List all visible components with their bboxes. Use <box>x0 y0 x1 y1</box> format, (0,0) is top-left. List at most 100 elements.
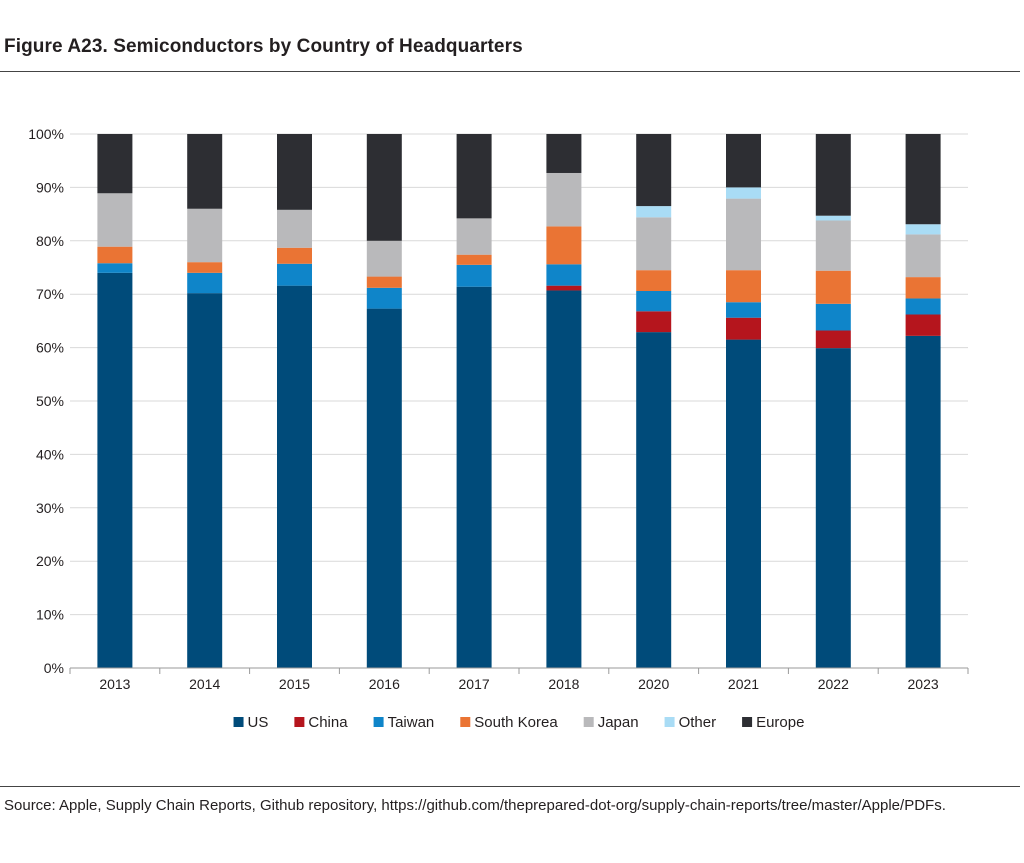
legend-label: US <box>248 714 269 731</box>
bar-stack-2018 <box>546 134 582 668</box>
bar-europe-2023 <box>905 134 941 225</box>
x-tick-label: 2017 <box>459 676 490 692</box>
bar-other-2021 <box>726 187 761 199</box>
bar-us-2020 <box>636 332 672 668</box>
bar-taiwan-2013 <box>97 263 133 273</box>
bar-south-korea-2022 <box>815 270 851 304</box>
bar-south-korea-2023 <box>905 277 941 299</box>
bar-china-2021 <box>726 317 761 340</box>
bar-us-2021 <box>726 339 761 668</box>
bar-japan-2015 <box>277 209 312 248</box>
y-tick-label: 40% <box>36 446 64 462</box>
bar-stack-2013 <box>97 134 133 668</box>
bar-us-2014 <box>187 293 223 668</box>
bar-south-korea-2017 <box>456 254 492 265</box>
bar-europe-2016 <box>366 134 402 241</box>
bar-china-2023 <box>905 314 941 336</box>
bar-taiwan-2022 <box>815 303 851 331</box>
legend-item-south-korea: South Korea <box>460 714 558 731</box>
bar-europe-2015 <box>277 134 312 210</box>
bar-us-2017 <box>456 286 492 668</box>
y-tick-label: 20% <box>36 553 64 569</box>
bar-south-korea-2016 <box>366 276 402 288</box>
bar-south-korea-2013 <box>97 246 133 264</box>
x-tick-label: 2021 <box>728 676 759 692</box>
x-tick-label: 2013 <box>99 676 130 692</box>
bar-south-korea-2018 <box>546 226 582 265</box>
bar-japan-2018 <box>546 172 582 227</box>
bar-stack-2021 <box>726 134 761 668</box>
bar-europe-2022 <box>815 134 851 216</box>
y-tick-label: 90% <box>36 179 64 195</box>
legend-item-europe: Europe <box>742 714 804 731</box>
bar-japan-2016 <box>366 240 402 277</box>
bar-stack-2014 <box>187 134 223 668</box>
legend-label: Other <box>679 714 717 731</box>
legend-label: South Korea <box>474 714 558 731</box>
y-tick-label: 30% <box>36 500 64 516</box>
bar-europe-2020 <box>636 134 672 207</box>
bar-stack-2022 <box>815 134 851 668</box>
bar-europe-2013 <box>97 134 133 194</box>
legend-swatch <box>460 717 471 727</box>
bar-stack-2016 <box>366 134 402 668</box>
bar-japan-2020 <box>636 217 672 271</box>
bar-taiwan-2015 <box>277 263 312 286</box>
legend-label: Japan <box>598 714 639 731</box>
y-axis-ticks: 0% 10% 20% 30% 40% 50% 60% 70% 80% 90% 100% <box>28 126 64 676</box>
bar-japan-2013 <box>97 193 133 247</box>
bar-south-korea-2014 <box>187 262 223 273</box>
bars <box>97 134 941 668</box>
bar-other-2023 <box>905 224 941 235</box>
legend-swatch <box>294 717 305 727</box>
bar-stack-2015 <box>277 134 312 668</box>
y-tick-label: 100% <box>28 126 64 142</box>
bar-south-korea-2015 <box>277 247 312 264</box>
x-tick-label: 2018 <box>548 676 579 692</box>
x-tick-label: 2020 <box>638 676 669 692</box>
bar-other-2022 <box>815 215 851 221</box>
bar-china-2018 <box>546 285 582 291</box>
legend-swatch <box>583 717 594 727</box>
legend-item-taiwan: Taiwan <box>373 714 435 731</box>
y-tick-label: 50% <box>36 393 64 409</box>
bar-taiwan-2016 <box>366 287 402 309</box>
bar-us-2013 <box>97 272 133 668</box>
legend-label: Taiwan <box>388 714 435 731</box>
x-tick-label: 2014 <box>189 676 220 692</box>
bar-stack-2023 <box>905 134 941 668</box>
bar-europe-2017 <box>456 134 492 219</box>
y-tick-label: 70% <box>36 286 64 302</box>
bar-us-2018 <box>546 290 582 668</box>
bar-south-korea-2021 <box>726 270 761 303</box>
bar-us-2023 <box>905 335 941 668</box>
x-tick-label: 2022 <box>818 676 849 692</box>
legend-item-us: US <box>233 714 269 731</box>
bar-japan-2021 <box>726 198 761 271</box>
bar-china-2020 <box>636 311 672 333</box>
bar-europe-2018 <box>546 134 582 173</box>
legend: US China Taiwan South Korea Japan Other Europe <box>233 714 804 731</box>
x-tick-label: 2016 <box>369 676 400 692</box>
bar-stack-2017 <box>456 134 492 668</box>
bar-us-2022 <box>815 348 851 668</box>
y-tick-label: 80% <box>36 233 64 249</box>
bar-europe-2021 <box>726 134 761 188</box>
bar-us-2016 <box>366 308 402 668</box>
x-tick-label: 2015 <box>279 676 310 692</box>
figure-title: Figure A23. Semiconductors by Country of… <box>4 36 523 57</box>
y-tick-label: 0% <box>44 660 64 676</box>
y-tick-label: 60% <box>36 340 64 356</box>
y-tick-label: 10% <box>36 607 64 623</box>
legend-swatch <box>373 717 384 727</box>
x-axis: 2013 2014 2015 2016 2017 2018 2020 2021 2022 2023 <box>69 667 969 692</box>
bar-taiwan-2018 <box>546 264 582 286</box>
stacked-bar-chart: 0% 10% 20% 30% 40% 50% 60% 70% 80% 90% 100% 2013 20… <box>28 126 969 731</box>
bar-japan-2023 <box>905 234 941 278</box>
bar-japan-2017 <box>456 218 492 255</box>
legend-item-japan: Japan <box>583 714 639 731</box>
bar-south-korea-2020 <box>636 270 672 291</box>
title-divider <box>0 71 1020 72</box>
bar-europe-2014 <box>187 134 223 209</box>
bar-other-2020 <box>636 206 672 218</box>
